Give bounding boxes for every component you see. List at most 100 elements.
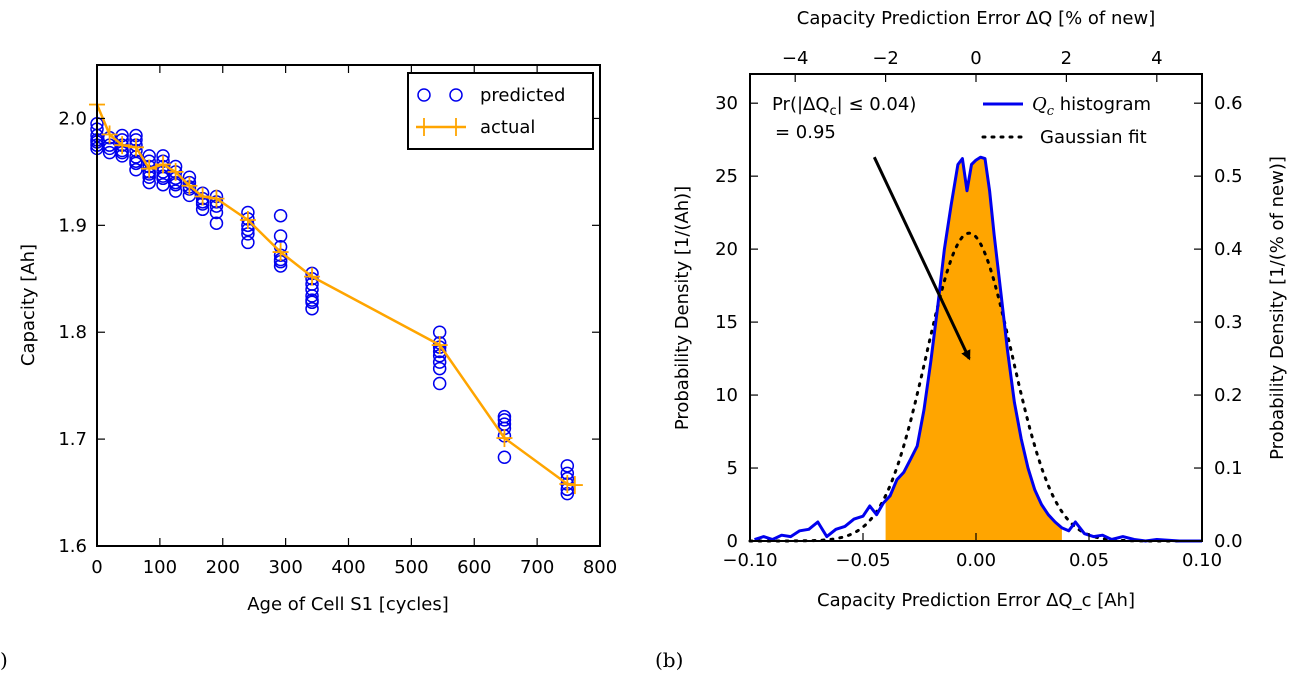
predicted-point [305,301,319,316]
panel-a-ytick-label: 1.7 [58,429,87,450]
predicted-point [497,450,512,465]
legend-predicted-marker-1 [417,88,431,102]
panel-a-ytick-label: 1.9 [58,215,87,236]
actual-point [566,476,583,495]
actual-point [431,336,448,355]
panel-a-xtick-label: 200 [206,557,240,578]
panel-b-top-xtick-label: 0 [970,48,981,69]
predicted-point [497,409,512,424]
panel-b-ylabel: Probability Density [1/(Ah)] [672,186,693,430]
panel-b-xlabel: Capacity Prediction Error ΔQ_c [Ah] [817,590,1135,611]
actual-point [141,159,158,178]
panel-b-top-xlabel: Capacity Prediction Error ΔQ [% of new] [797,8,1155,29]
panel-b-ytick-label: 0 [727,531,738,552]
panel-a-ytick-label: 1.6 [58,536,87,557]
panel-b-xtick-label: −0.05 [835,550,890,571]
panel-b-right-ytick-label: 0.6 [1214,93,1243,114]
predicted-point [168,184,183,198]
panel-b-right-ytick-label: 0.1 [1214,458,1243,479]
predicted-point [432,361,447,376]
annotation-arrow [872,156,971,361]
panel-a-xtick-label: 600 [457,557,491,578]
panel-b-xtick-label: 0.05 [1069,550,1109,571]
actual-point [304,267,321,286]
legend-histogram-sub: c [1047,104,1055,119]
legend-histogram-q: Q [1032,94,1047,115]
legend-actual-label: actual [480,117,535,138]
panel-a-chart: 0 100 200 300 400 500 600 700 800 1.6 1.7 1.8 1.9 2.0… [18,64,617,615]
panel-b-top-xtick-label: 4 [1151,48,1162,69]
predicted-point [305,293,319,307]
panel-b-xtick-label: 0.00 [956,550,996,571]
actual-point [101,125,118,144]
panel-b-right-ytick-label: 0.3 [1214,312,1243,333]
actual-point [127,138,144,157]
panel-b-right-ylabel: Probability Density [1/(% of new)] [1267,156,1288,460]
annotation-prefix: Pr(|ΔQ [772,94,830,115]
panel-a-ylabel: Capacity [Ah] [18,244,39,366]
panel-b-label: (b) [655,648,683,672]
panel-b-frame [749,73,1203,542]
panel-b-ytick-label: 15 [715,312,738,333]
actual-series [89,95,583,495]
panel-b-ytick-label: 20 [715,239,738,260]
panel-b-top-xtick-label: −4 [782,48,809,69]
gaussian-fit-line [748,231,1204,543]
actual-point [496,429,513,448]
panel-b-ytick-label: 5 [727,458,738,479]
actual-point [181,176,198,195]
legend-predicted-label: predicted [480,85,565,106]
actual-point [155,155,172,174]
panel-b-ticks: −0.10 −0.05 0.00 0.05 0.10 −4 −2 0 2 4 0 5 10 15 20 25 3… [715,48,1243,571]
panel-a-xtick-label: 500 [394,557,428,578]
actual-point [114,136,131,155]
panel-a-ticks: 0 100 200 300 400 500 600 700 800 1.6 1.7 1.8 1.9 2.0 [58,65,617,578]
annotation-subscript: c [830,104,837,119]
predicted-point [241,235,255,250]
panel-a-frame [96,64,601,547]
annotation-value: = 0.95 [775,122,836,143]
legend-histogram-label: Qc histogram [1032,94,1151,119]
panel-b-chart: −0.10 −0.05 0.00 0.05 0.10 −4 −2 0 2 4 0 5 10 15 20 25 3… [672,8,1288,611]
panel-a-legend: predicted actual [407,72,594,150]
annotation-suffix: | ≤ 0.04) [837,94,917,115]
panel-a-xtick-label: 800 [583,557,617,578]
panel-a-xtick-label: 300 [268,557,302,578]
panel-a-ytick-label: 1.8 [58,322,87,343]
legend-box [407,72,594,150]
panel-a-xtick-label: 700 [520,557,554,578]
panel-b-ytick-label: 10 [715,385,738,406]
histogram-fill-area [885,157,1062,541]
panel-b-right-ytick-label: 0.5 [1214,166,1243,187]
actual-point [239,210,256,229]
predicted-point [273,208,288,223]
panel-a-label: ) [0,648,8,672]
predicted-point [560,459,575,473]
panel-a-xtick-label: 100 [143,557,177,578]
predicted-point [432,376,447,391]
legend-histogram-word: histogram [1054,94,1151,115]
actual-point [208,189,225,208]
actual-point [167,162,184,181]
panel-a-ytick-label: 2.0 [58,108,87,129]
panel-b-top-xtick-label: −2 [872,48,899,69]
panel-b-right-ytick-label: 0.2 [1214,385,1243,406]
predicted-point [129,163,143,177]
panel-b-ytick-label: 25 [715,166,738,187]
panel-b-top-xtick-label: 2 [1061,48,1072,69]
histogram-line [754,155,1202,543]
legend-predicted-marker-2 [449,88,463,102]
actual-point [272,243,289,262]
panel-b-ytick-label: 30 [715,93,738,114]
panel-b-right-ytick-label: 0.0 [1214,531,1243,552]
predicted-point [209,216,224,230]
panel-a-xtick-label: 0 [91,557,102,578]
panel-a-xtick-label: 400 [331,557,365,578]
annotation-probability: Pr(|ΔQc| ≤ 0.04) [772,94,916,119]
predicted-points [90,117,575,501]
panel-b-xtick-label: 0.10 [1182,550,1222,571]
panel-b-legend: Qc histogram Gaussian fit [981,94,1151,148]
predicted-point [497,413,512,427]
predicted-point [273,229,288,243]
